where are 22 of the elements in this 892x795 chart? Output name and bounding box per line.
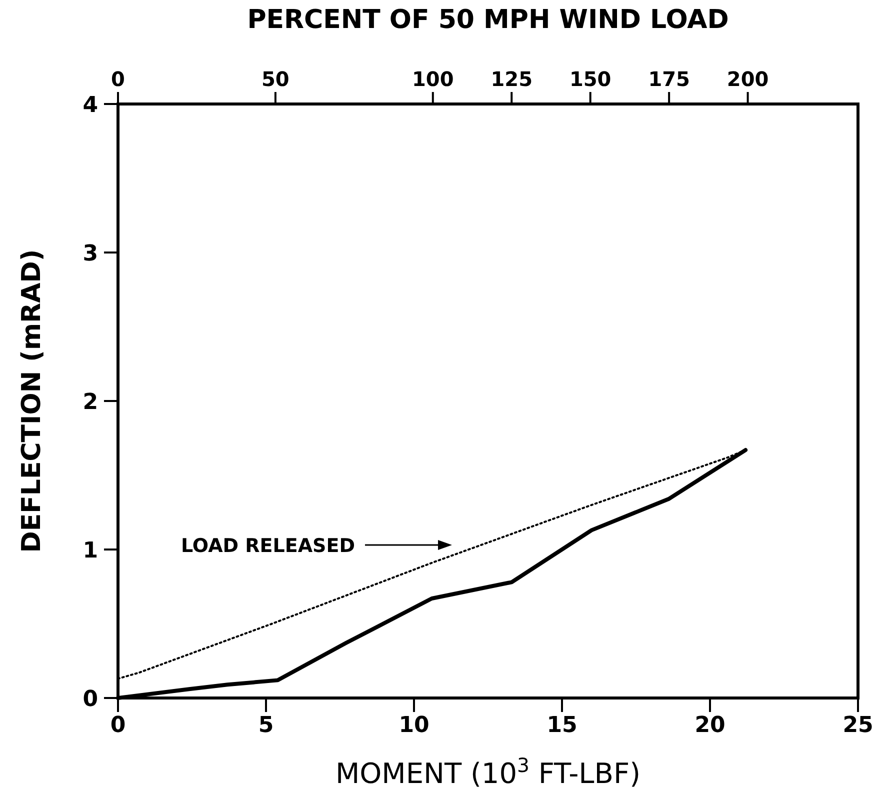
y-axis-title: DEFLECTION (mRAD): [17, 249, 47, 553]
y-tick-label: 3: [82, 242, 98, 266]
x2-tick-label: 50: [262, 67, 290, 91]
x-tick-label: 15: [546, 713, 578, 738]
x2-tick-label: 200: [726, 67, 769, 91]
x-tick-label: 10: [398, 713, 430, 738]
y-tick-label: 1: [82, 538, 98, 564]
x-tick-label: 0: [110, 713, 126, 738]
y-tick-label: 4: [82, 93, 98, 118]
annotation: LOAD RELEASED: [181, 535, 355, 557]
y-tick-label: 2: [82, 390, 98, 415]
x2-axis-title: PERCENT OF 50 MPH WIND LOAD: [247, 5, 729, 35]
x-axis-title: MOMENT (10$^{3}$ FT-LBF): [335, 754, 641, 790]
x-tick-label: 5: [258, 713, 274, 738]
x-tick-label: 20: [694, 713, 726, 738]
x2-tick-label: 125: [490, 67, 532, 91]
y-tick-label: 0: [82, 687, 98, 712]
x2-tick-label: 0: [111, 67, 125, 91]
x2-tick-label: 150: [569, 67, 612, 91]
x2-tick-label: 100: [412, 67, 454, 91]
x2-tick-label: 175: [648, 67, 690, 91]
x-tick-label: 25: [842, 713, 874, 738]
